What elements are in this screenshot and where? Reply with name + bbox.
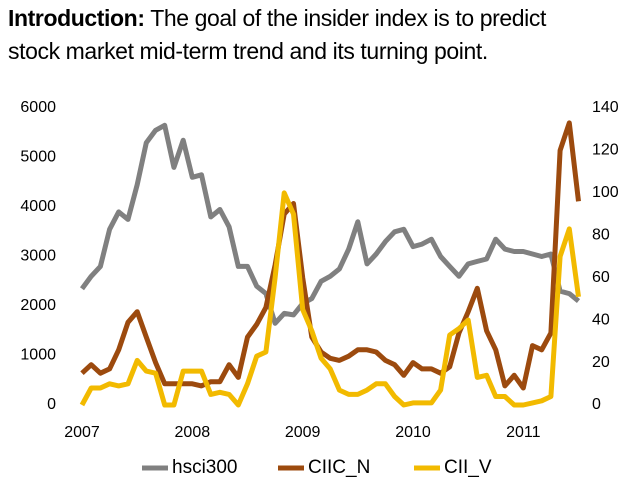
y-tick-label: 0: [47, 396, 56, 413]
y2-tick-label: 140: [592, 99, 619, 116]
y-tick-label: 5000: [20, 149, 56, 166]
x-tick-label: 2011: [506, 424, 541, 441]
x-tick-label: 2009: [285, 424, 321, 441]
y-tick-label: 2000: [20, 297, 56, 314]
y-tick-label: 6000: [20, 99, 56, 116]
x-tick-label: 2008: [175, 424, 211, 441]
y2-tick-label: 60: [592, 269, 610, 286]
x-tick-label: 2010: [395, 424, 431, 441]
series-line: [79, 122, 581, 326]
y-tick-label: 1000: [20, 347, 56, 364]
legend-label: hsci300: [172, 457, 238, 478]
y2-tick-label: 100: [592, 184, 619, 201]
legend-label: CIIC_N: [308, 457, 370, 478]
y2-tick-label: 40: [592, 311, 610, 328]
y2-tick-label: 120: [592, 142, 619, 159]
series-line: [80, 120, 581, 391]
heading-text: The goal of the insider index is to pred…: [150, 5, 546, 31]
heading-label: Introduction:: [8, 5, 145, 31]
y2-tick-label: 20: [592, 354, 610, 371]
y-tick-label: 4000: [20, 198, 56, 215]
y2-tick-label: 0: [592, 396, 601, 413]
y-tick-label: 3000: [20, 248, 56, 265]
y2-tick-label: 80: [592, 227, 610, 244]
heading: Introduction: The goal of the insider in…: [8, 2, 546, 68]
heading-line: Introduction: The goal of the insider in…: [8, 2, 546, 35]
x-tick-label: 2007: [64, 424, 100, 441]
series-line: [79, 190, 581, 408]
legend-label: CII_V: [444, 457, 492, 478]
heading-line: stock market mid-term trend and its turn…: [8, 38, 488, 64]
